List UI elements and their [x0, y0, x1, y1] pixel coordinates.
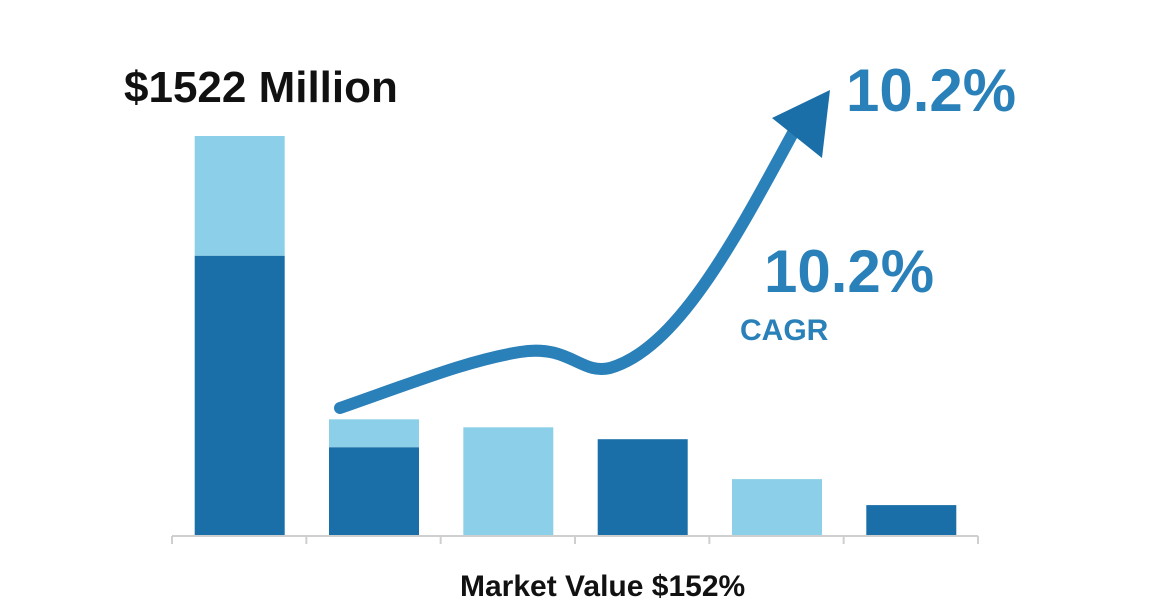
growth-value-top: 10.2% [846, 57, 1016, 124]
x-axis [171, 535, 979, 544]
bar-1-segment-1 [194, 255, 285, 535]
bar-5-segment-2 [732, 479, 822, 535]
x-axis-label: Market Value $152% [460, 570, 745, 600]
bar-3-segment-2 [463, 427, 554, 535]
bars-group [194, 136, 957, 535]
growth-value-mid: 10.2% [764, 238, 934, 305]
bar-4-segment-1 [597, 439, 688, 535]
bar-6-segment-1 [866, 505, 957, 535]
bar-1-segment-2 [194, 136, 285, 256]
trend-arrow-line [334, 114, 806, 414]
bar-2-segment-1 [329, 447, 419, 535]
trend-arrow-head [772, 90, 830, 158]
chart-title: $1522 Million [124, 63, 398, 112]
cagr-label: CAGR [740, 314, 829, 347]
bar-2-segment-2 [329, 419, 419, 448]
